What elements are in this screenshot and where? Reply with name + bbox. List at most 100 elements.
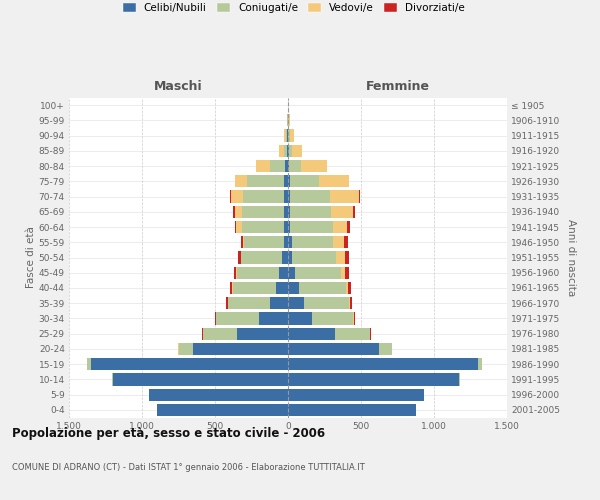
Bar [289, 144, 292, 157]
Bar [284, 190, 288, 202]
Bar [312, 312, 353, 324]
Bar [319, 175, 349, 188]
Bar [299, 282, 346, 294]
Bar [271, 297, 288, 310]
Bar [284, 175, 288, 188]
Bar [345, 252, 349, 264]
Bar [379, 343, 392, 355]
Bar [238, 252, 241, 264]
Bar [277, 282, 288, 294]
Bar [353, 312, 354, 324]
Bar [329, 190, 359, 202]
Bar [217, 312, 259, 324]
Bar [230, 190, 231, 202]
Y-axis label: Fasce di età: Fasce di età [26, 226, 36, 288]
Bar [459, 374, 460, 386]
Bar [292, 144, 302, 157]
Bar [290, 206, 331, 218]
Bar [288, 343, 379, 355]
Bar [242, 221, 284, 233]
Bar [233, 266, 236, 279]
Text: Maschi: Maschi [154, 80, 203, 93]
Bar [348, 282, 351, 294]
Bar [284, 221, 288, 233]
Bar [336, 252, 345, 264]
Bar [478, 358, 482, 370]
Bar [279, 266, 288, 279]
Bar [288, 160, 289, 172]
Bar [347, 221, 350, 233]
Bar [112, 374, 113, 386]
Bar [359, 190, 360, 202]
Bar [290, 190, 329, 202]
Bar [350, 297, 352, 310]
Bar [157, 404, 288, 416]
Bar [289, 160, 301, 172]
Bar [288, 144, 289, 157]
Bar [332, 236, 344, 248]
Bar [288, 388, 424, 400]
Bar [285, 160, 288, 172]
Bar [288, 252, 292, 264]
Bar [290, 221, 332, 233]
Bar [233, 206, 235, 218]
Bar [332, 221, 347, 233]
Bar [202, 328, 203, 340]
Bar [237, 328, 288, 340]
Bar [284, 236, 288, 248]
Bar [345, 266, 349, 279]
Bar [236, 221, 242, 233]
Bar [288, 404, 416, 416]
Bar [282, 252, 288, 264]
Bar [215, 312, 216, 324]
Bar [288, 358, 478, 370]
Bar [284, 144, 287, 157]
Legend: Celibi/Nubili, Coniugati/e, Vedovi/e, Divorziati/e: Celibi/Nubili, Coniugati/e, Vedovi/e, Di… [123, 2, 465, 13]
Bar [286, 130, 287, 141]
Bar [243, 190, 284, 202]
Text: Femmine: Femmine [365, 80, 430, 93]
Bar [290, 130, 294, 141]
Bar [247, 175, 284, 188]
Bar [344, 236, 348, 248]
Bar [341, 266, 345, 279]
Bar [354, 312, 355, 324]
Bar [284, 130, 286, 141]
Bar [237, 266, 279, 279]
Bar [331, 206, 353, 218]
Bar [287, 144, 288, 157]
Bar [241, 252, 282, 264]
Text: COMUNE DI ADRANO (CT) - Dati ISTAT 1° gennaio 2006 - Elaborazione TUTTITALIA.IT: COMUNE DI ADRANO (CT) - Dati ISTAT 1° ge… [12, 462, 365, 471]
Bar [346, 282, 348, 294]
Bar [301, 160, 328, 172]
Bar [288, 266, 295, 279]
Bar [203, 328, 237, 340]
Bar [288, 312, 312, 324]
Bar [179, 343, 193, 355]
Bar [230, 282, 232, 294]
Bar [235, 221, 236, 233]
Bar [288, 236, 292, 248]
Bar [288, 206, 290, 218]
Bar [91, 358, 288, 370]
Bar [259, 312, 288, 324]
Bar [235, 175, 247, 188]
Bar [288, 374, 459, 386]
Bar [235, 206, 242, 218]
Bar [241, 236, 243, 248]
Bar [288, 328, 335, 340]
Bar [244, 236, 284, 248]
Bar [287, 130, 288, 141]
Bar [226, 297, 228, 310]
Bar [231, 190, 243, 202]
Bar [242, 206, 284, 218]
Bar [256, 160, 271, 172]
Bar [295, 266, 341, 279]
Bar [289, 130, 290, 141]
Bar [370, 328, 371, 340]
Bar [149, 388, 288, 400]
Y-axis label: Anni di nascita: Anni di nascita [566, 219, 576, 296]
Bar [193, 343, 288, 355]
Bar [86, 358, 91, 370]
Bar [271, 160, 285, 172]
